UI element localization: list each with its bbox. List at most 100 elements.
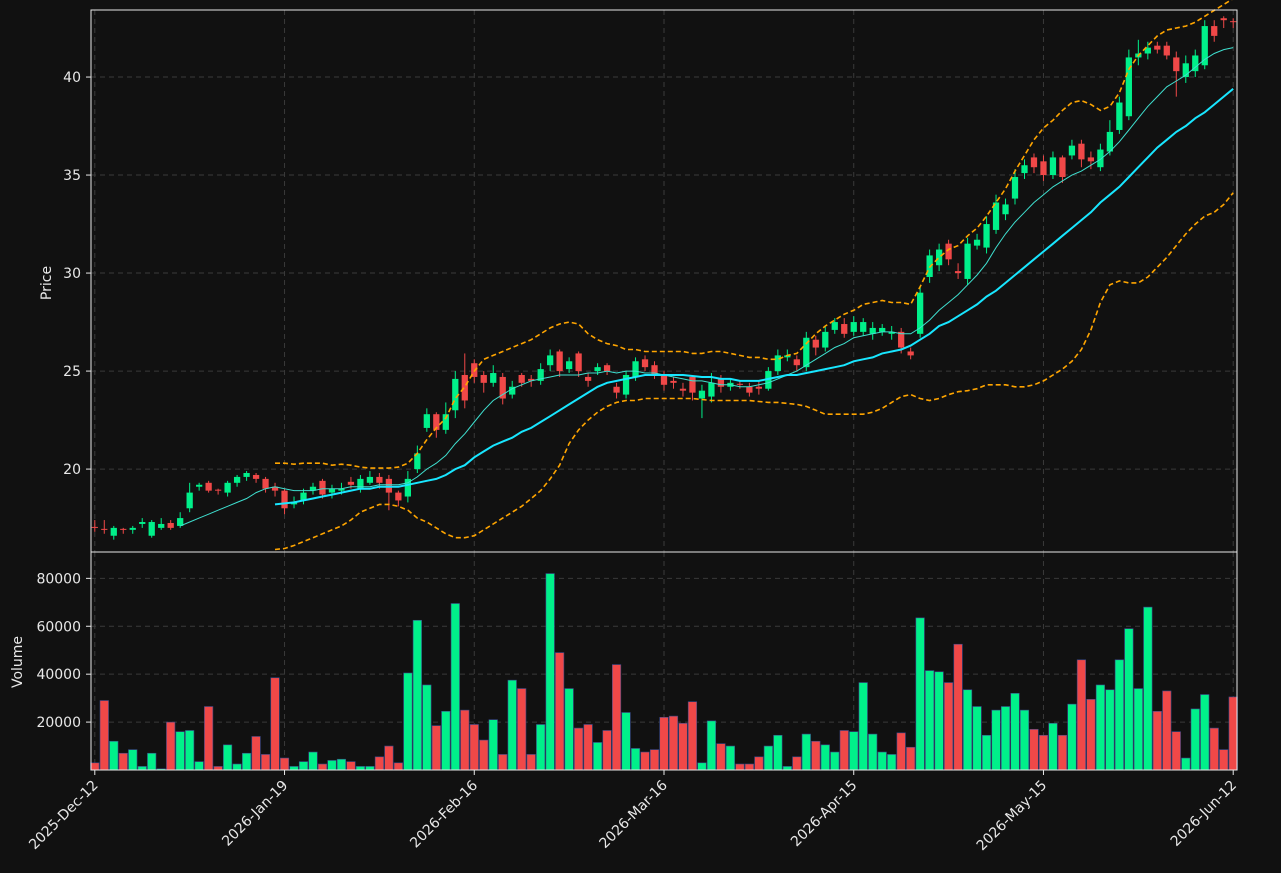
candle-body xyxy=(1125,57,1132,117)
candle-body xyxy=(1106,131,1114,152)
candle-body xyxy=(613,386,620,393)
indicator-line xyxy=(180,47,1234,527)
x-tick-label: 2026-Mar-16 xyxy=(597,777,671,851)
x-tick-label: 2026-Apr-15 xyxy=(788,778,861,851)
candle-body xyxy=(850,322,857,332)
volume-bar xyxy=(697,762,707,771)
volume-bar xyxy=(1219,749,1229,771)
volume-bar xyxy=(412,619,422,771)
volume-bar xyxy=(906,746,916,771)
candle-body xyxy=(233,476,241,483)
volume-bar xyxy=(99,700,109,771)
candle-body xyxy=(395,492,402,501)
candle-body xyxy=(935,249,943,266)
candle-body xyxy=(983,224,990,248)
candle-body xyxy=(869,327,876,334)
candle-body xyxy=(300,492,307,501)
candle-body xyxy=(584,376,592,381)
candle-body xyxy=(603,365,611,372)
candle-body xyxy=(888,331,895,334)
volume-bar xyxy=(422,684,432,771)
candle-body xyxy=(281,490,288,509)
candle-body xyxy=(1078,143,1085,160)
candle-body xyxy=(158,523,165,528)
volume-bar xyxy=(735,763,745,771)
candle-body xyxy=(404,478,411,497)
candle-body xyxy=(423,414,430,428)
axes-frame xyxy=(90,551,1238,771)
candle-body xyxy=(708,382,715,397)
candle-body xyxy=(774,355,781,372)
volume-bar xyxy=(1124,628,1134,771)
volume-bar xyxy=(260,754,271,771)
volume-bar xyxy=(327,760,337,771)
volume-bar xyxy=(593,742,603,771)
volume-bar xyxy=(374,756,384,771)
indicator-line xyxy=(274,88,1234,506)
volume-bar xyxy=(1105,689,1115,771)
candle-body xyxy=(860,322,867,332)
volume-bar xyxy=(725,745,735,771)
y-tick-label: 20000 xyxy=(36,715,81,731)
candle-body xyxy=(509,386,516,395)
candle-body xyxy=(717,378,725,387)
candle-body xyxy=(898,331,905,348)
volume-bar xyxy=(687,701,698,771)
volume-bar xyxy=(1114,659,1124,771)
candle-body xyxy=(91,526,98,528)
x-tick-label: 2026-Feb-16 xyxy=(407,777,481,851)
candle-body xyxy=(907,351,914,356)
candle-body xyxy=(651,365,658,375)
volume-bar xyxy=(232,763,242,771)
volume-bar xyxy=(441,711,451,771)
volume-bar xyxy=(981,734,992,771)
volume-bar xyxy=(1133,688,1143,771)
volume-bar xyxy=(450,603,460,771)
candle-body xyxy=(452,378,459,411)
candle-body xyxy=(917,292,924,334)
candle-body xyxy=(376,476,383,483)
volume-bar xyxy=(706,720,717,771)
y-tick-label: 40 xyxy=(63,70,81,86)
candle-body xyxy=(518,374,525,383)
volume-bar xyxy=(763,745,773,771)
candle-body xyxy=(1173,57,1180,72)
volume-bar xyxy=(279,757,290,771)
volume-bar xyxy=(1190,708,1200,771)
candle-body xyxy=(1002,204,1009,215)
candle-body xyxy=(1163,45,1170,56)
y-tick-label: 30 xyxy=(63,266,81,282)
candle-body xyxy=(992,202,1000,230)
volume-bar xyxy=(1029,728,1039,771)
candle-body xyxy=(224,482,231,493)
volume-bar xyxy=(991,709,1001,771)
candle-body xyxy=(954,271,962,274)
candle-body xyxy=(196,484,203,487)
candle-body xyxy=(433,414,440,430)
candle-body xyxy=(755,386,762,389)
volume-bar xyxy=(1200,694,1210,771)
candle-body xyxy=(490,373,497,383)
volume-bar xyxy=(564,688,574,771)
volume-bar xyxy=(393,762,403,771)
volume-bar xyxy=(1086,699,1096,771)
candle-body xyxy=(1192,55,1199,72)
candle-body xyxy=(556,351,563,372)
volume-bar xyxy=(128,749,138,771)
volume-bar xyxy=(469,724,479,771)
volume-bar xyxy=(137,766,147,771)
volume-bar xyxy=(498,754,508,771)
volume-bar xyxy=(365,766,375,771)
volume-bar xyxy=(536,724,546,771)
volume-bar xyxy=(630,748,641,771)
candle-body xyxy=(1011,177,1019,199)
candle-body xyxy=(537,369,544,381)
volume-bar xyxy=(877,751,887,771)
volume-bar xyxy=(545,573,555,771)
candle-body xyxy=(566,361,573,370)
candle-body xyxy=(822,331,829,348)
volume-bar xyxy=(773,734,783,771)
volume-bar xyxy=(460,709,470,771)
